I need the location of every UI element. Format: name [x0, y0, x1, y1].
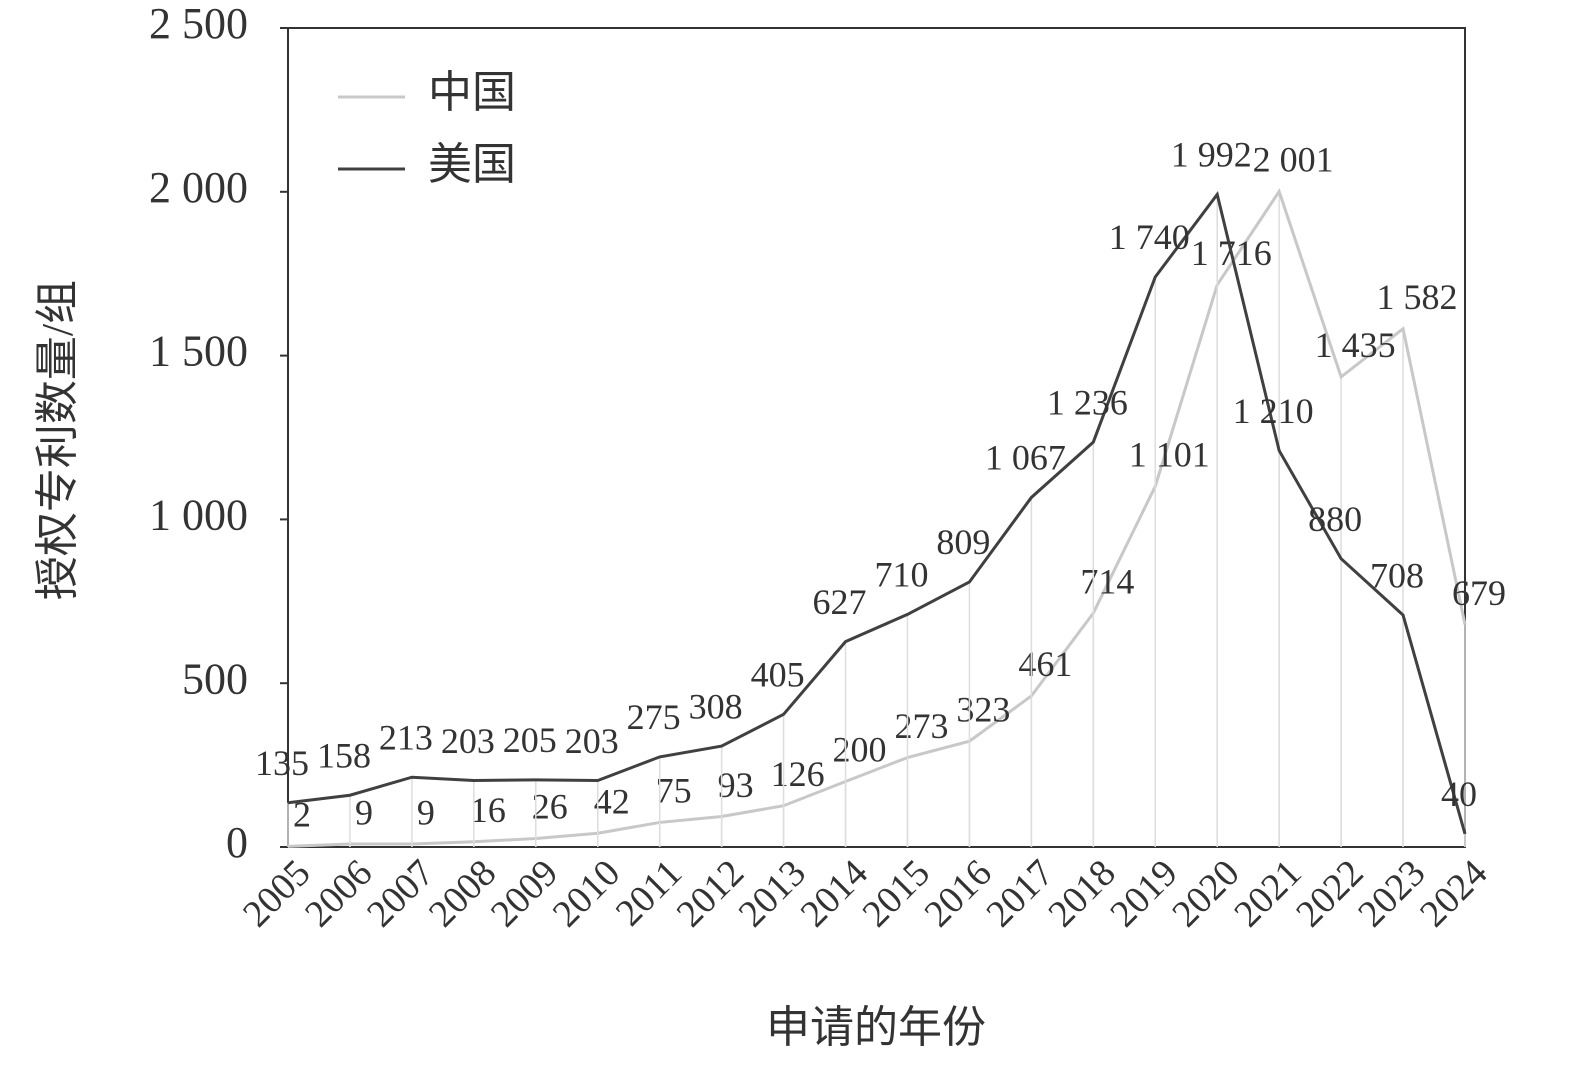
data-label: 213: [379, 717, 433, 757]
plot-frame: [287, 27, 1466, 848]
data-label: 158: [317, 736, 371, 776]
data-label: 708: [1370, 555, 1424, 595]
data-label: 2: [293, 795, 311, 835]
y-tick-label: 0: [226, 818, 248, 867]
y-tick-label: 1 500: [149, 327, 248, 376]
data-label: 93: [718, 765, 754, 805]
data-label: 1 101: [1129, 435, 1210, 475]
x-tick-label: 2018: [1040, 852, 1123, 935]
x-tick-label: 2016: [917, 852, 1000, 935]
data-label: 1 740: [1109, 217, 1190, 257]
y-tick-label: 2 500: [149, 0, 248, 48]
y-tick-label: 2 000: [149, 163, 248, 212]
x-tick-label: 2006: [297, 852, 380, 935]
data-label: 1 582: [1377, 277, 1458, 317]
data-label: 9: [417, 792, 435, 832]
x-tick-label: 2022: [1288, 852, 1371, 935]
data-label: 16: [470, 790, 506, 830]
x-tick-label: 2023: [1350, 852, 1433, 935]
x-tick-label: 2017: [978, 852, 1061, 935]
x-tick-label: 2010: [545, 852, 628, 935]
series-line: [287, 188, 1467, 848]
x-tick-label: 2008: [421, 852, 504, 935]
legend-label: 中国: [428, 68, 516, 117]
data-label: 42: [594, 782, 630, 822]
x-tick-label: 2012: [669, 852, 752, 935]
data-label: 203: [441, 721, 495, 761]
x-tick-label: 2024: [1412, 852, 1495, 935]
x-tick-label: 2009: [483, 852, 566, 935]
y-tick-label: 500: [182, 654, 248, 703]
x-axis-title: 申请的年份: [766, 1003, 986, 1052]
x-tick-label: 2015: [855, 852, 938, 935]
data-label: 627: [813, 582, 867, 622]
data-label: 308: [689, 686, 743, 726]
data-label: 2 001: [1253, 140, 1334, 180]
data-label: 75: [656, 771, 692, 811]
data-label: 714: [1080, 561, 1134, 601]
data-label: 1 210: [1233, 391, 1314, 431]
data-label: 203: [565, 721, 619, 761]
y-tick-label: 1 000: [149, 490, 248, 539]
x-tick-label: 2007: [359, 852, 442, 935]
x-tick-label: 2014: [793, 852, 876, 935]
data-label: 126: [771, 754, 825, 794]
data-label: 1 435: [1315, 325, 1396, 365]
data-label: 26: [532, 787, 568, 827]
data-label: 809: [936, 522, 990, 562]
data-label: 273: [894, 706, 948, 746]
data-label: 880: [1308, 499, 1362, 539]
data-label: 461: [1018, 644, 1072, 684]
data-label: 1 067: [985, 438, 1066, 478]
data-label: 200: [833, 730, 887, 770]
data-label: 710: [874, 555, 928, 595]
series-line: [287, 190, 1467, 835]
data-label: 1 992: [1171, 135, 1252, 175]
x-tick-label: 2013: [731, 852, 814, 935]
data-label: 40: [1441, 774, 1477, 814]
legend-label: 美国: [428, 140, 516, 189]
x-tick-label: 2021: [1226, 852, 1309, 935]
data-label: 9: [355, 792, 373, 832]
x-tick-label: 2011: [608, 852, 690, 934]
y-axis-title: 授权专利数量/组: [33, 280, 82, 600]
data-label: 405: [751, 655, 805, 695]
data-label: 679: [1452, 573, 1506, 613]
data-label: 275: [627, 697, 681, 737]
x-tick-label: 2019: [1102, 852, 1185, 935]
data-label: 1 236: [1047, 382, 1128, 422]
data-label: 135: [255, 743, 309, 783]
data-label: 323: [956, 689, 1010, 729]
x-tick-label: 2020: [1164, 852, 1247, 935]
data-label: 205: [503, 720, 557, 760]
